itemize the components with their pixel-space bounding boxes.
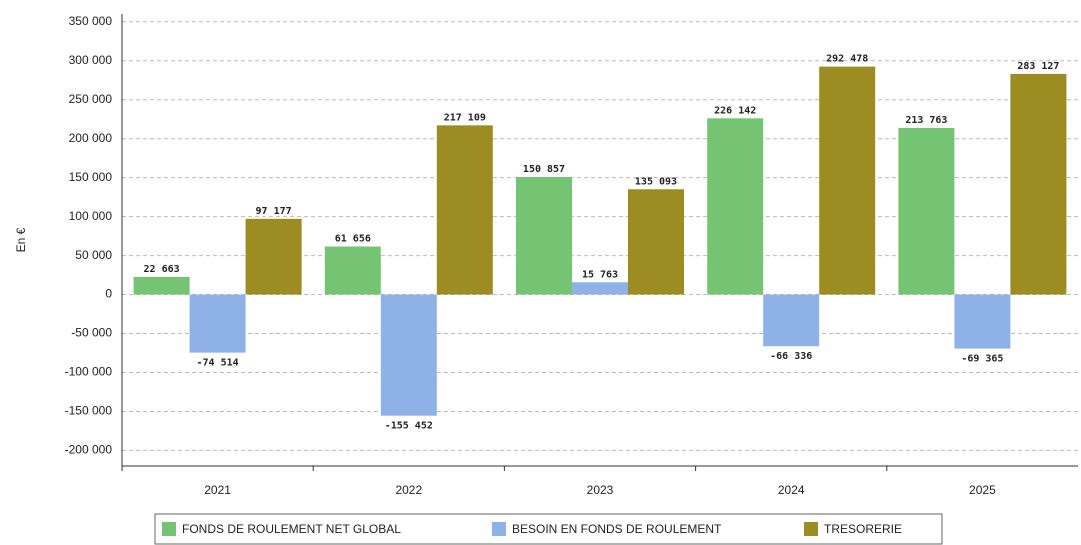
bar <box>572 282 628 295</box>
value-label: 283 127 <box>1017 61 1059 72</box>
bar <box>324 246 381 295</box>
value-label: -74 514 <box>197 358 239 369</box>
value-label: 97 177 <box>256 206 292 217</box>
legend-label: BESOIN EN FONDS DE ROULEMENT <box>512 522 722 536</box>
bar <box>628 189 684 295</box>
y-tick-label: 100 000 <box>69 209 113 223</box>
y-tick-label: -100 000 <box>65 365 113 379</box>
legend <box>154 513 943 545</box>
bar <box>380 294 437 416</box>
value-label: 135 093 <box>635 176 677 187</box>
value-label: -155 452 <box>385 421 433 432</box>
legend-swatch <box>162 522 176 536</box>
bar <box>436 125 493 295</box>
y-tick-label: 150 000 <box>69 170 113 184</box>
y-tick-label: 350 000 <box>69 14 113 28</box>
legend-label: TRESORERIE <box>824 522 902 536</box>
y-tick-label: 250 000 <box>69 92 113 106</box>
y-axis-label: En € <box>14 227 28 252</box>
value-label: -69 365 <box>961 354 1003 365</box>
y-tick-label: 50 000 <box>75 248 112 262</box>
bar <box>763 294 820 347</box>
value-label: 292 478 <box>826 54 868 65</box>
bar <box>1010 73 1067 295</box>
bar <box>133 276 190 295</box>
x-tick-label: 2024 <box>778 483 805 497</box>
bar <box>245 218 302 295</box>
value-label: 150 857 <box>523 164 565 175</box>
y-tick-label: -50 000 <box>71 326 112 340</box>
value-label: 213 763 <box>905 115 947 126</box>
value-label: -66 336 <box>770 351 812 362</box>
bar <box>707 118 764 295</box>
legend-label: FONDS DE ROULEMENT NET GLOBAL <box>182 522 401 536</box>
legend-swatch <box>492 522 506 536</box>
x-tick-label: 2025 <box>969 483 996 497</box>
bar <box>819 66 876 295</box>
y-tick-label: 200 000 <box>69 131 113 145</box>
x-tick-label: 2022 <box>395 483 422 497</box>
value-label: 217 109 <box>444 112 486 123</box>
y-tick-label: -200 000 <box>65 443 113 457</box>
bar <box>189 294 246 353</box>
bar <box>516 176 572 295</box>
value-label: 61 656 <box>335 234 371 245</box>
bar <box>954 294 1011 349</box>
value-label: 22 663 <box>144 264 180 275</box>
x-tick-label: 2021 <box>204 483 231 497</box>
bar <box>898 127 955 295</box>
y-tick-label: -150 000 <box>65 404 113 418</box>
y-tick-label: 0 <box>105 287 112 301</box>
value-label: 15 763 <box>582 269 618 280</box>
y-tick-label: 300 000 <box>69 53 113 67</box>
legend-swatch <box>804 522 818 536</box>
x-tick-label: 2023 <box>587 483 614 497</box>
value-label: 226 142 <box>714 105 756 116</box>
